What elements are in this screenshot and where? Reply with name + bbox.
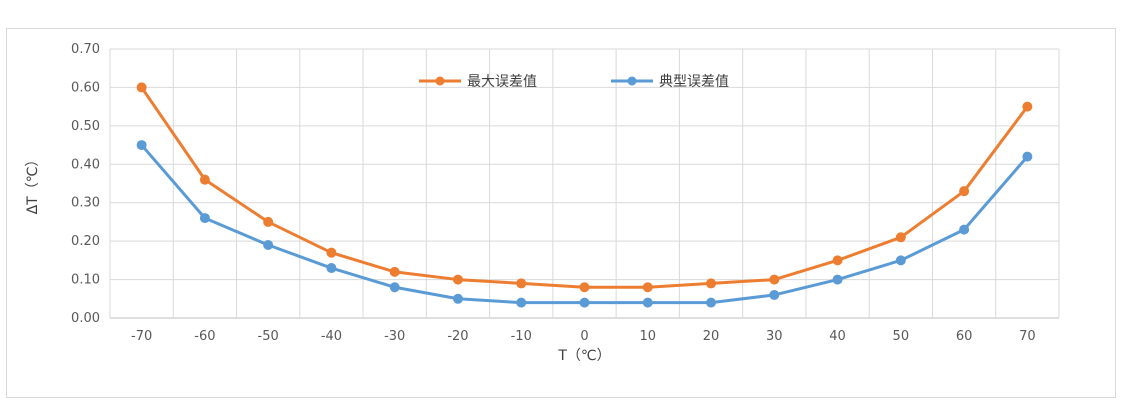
y-axis: 0.00 0.10 0.20 0.30 0.40 0.50 0.60 0.70 bbox=[71, 42, 100, 326]
legend-marker bbox=[627, 76, 637, 86]
data-point bbox=[263, 239, 274, 250]
x-tick-label: -20 bbox=[447, 329, 468, 344]
legend-label: 典型误差值 bbox=[659, 74, 729, 90]
x-tick-label: 40 bbox=[829, 329, 846, 344]
y-tick-label: 0.30 bbox=[71, 196, 100, 211]
data-point bbox=[1022, 151, 1033, 162]
line-chart: 0.000.100.200.300.400.500.600.70 -70 -60-… bbox=[25, 42, 1060, 364]
data-point bbox=[452, 274, 463, 285]
data-point bbox=[516, 297, 527, 308]
data-point bbox=[136, 82, 147, 93]
data-point bbox=[579, 297, 590, 308]
y-tick-label: 0.40 bbox=[71, 157, 100, 172]
grid-layer bbox=[109, 48, 1060, 319]
series-line-0 bbox=[140, 86, 1029, 289]
data-point bbox=[389, 266, 400, 277]
data-point bbox=[895, 255, 906, 266]
x-tick-label: 10 bbox=[639, 329, 656, 344]
x-tick-label: -70 bbox=[131, 329, 152, 344]
data-point bbox=[769, 289, 780, 300]
x-tick-label: 60 bbox=[956, 329, 973, 344]
x-tick-label: -40 bbox=[321, 329, 342, 344]
data-point bbox=[579, 282, 590, 293]
x-tick-label: 70 bbox=[1019, 329, 1036, 344]
y-tick-label: 0.20 bbox=[71, 234, 100, 249]
data-point bbox=[706, 297, 717, 308]
data-point bbox=[263, 216, 274, 227]
data-point bbox=[516, 278, 527, 289]
data-point bbox=[642, 297, 653, 308]
data-point bbox=[389, 282, 400, 293]
y-tick-label: 0.60 bbox=[71, 80, 100, 95]
data-point bbox=[452, 293, 463, 304]
x-tick-label: 50 bbox=[893, 329, 910, 344]
y-tick-label: 0.50 bbox=[71, 119, 100, 134]
data-point bbox=[326, 247, 337, 258]
data-point bbox=[199, 213, 210, 224]
data-point bbox=[895, 232, 906, 243]
data-point bbox=[706, 278, 717, 289]
x-axis: -70 -60 -50 -40 -30 -20 -10 0 10 20 30 40 50 60 70 bbox=[131, 329, 1036, 344]
legend-marker bbox=[435, 76, 445, 86]
data-point bbox=[642, 282, 653, 293]
x-tick-label: 20 bbox=[703, 329, 720, 344]
data-point bbox=[832, 255, 843, 266]
x-tick-label: -30 bbox=[384, 329, 405, 344]
legend: 最大误差值 典型误差值 bbox=[419, 74, 729, 90]
data-point bbox=[1022, 101, 1033, 112]
y-tick-label: 0.70 bbox=[71, 42, 100, 57]
y-tick-label: 0.00 bbox=[71, 311, 100, 326]
x-tick-label: -10 bbox=[511, 329, 532, 344]
series-layer bbox=[136, 82, 1033, 308]
data-point bbox=[832, 274, 843, 285]
chart-frame: 0.00 0.10 0.20 0.30 0.40 0.50 0.60 0.70 -70 -60-… bbox=[6, 28, 1116, 398]
x-axis-title: T（℃） bbox=[557, 348, 610, 364]
y-axis-title: ΔT（℃） bbox=[25, 153, 41, 215]
data-point bbox=[959, 186, 970, 197]
x-tick-label: -60 bbox=[194, 329, 215, 344]
x-tick-label: 0 bbox=[580, 329, 588, 344]
data-point bbox=[199, 174, 210, 185]
x-tick-label: 30 bbox=[766, 329, 783, 344]
data-point bbox=[959, 224, 970, 235]
legend-label: 最大误差值 bbox=[467, 74, 537, 90]
data-point bbox=[769, 274, 780, 285]
x-tick-label: -50 bbox=[258, 329, 279, 344]
data-point bbox=[136, 140, 147, 151]
y-tick-label: 0.10 bbox=[71, 273, 100, 288]
data-point bbox=[326, 263, 337, 274]
